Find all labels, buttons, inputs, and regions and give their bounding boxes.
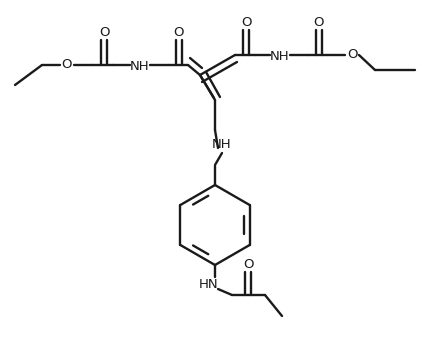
Text: O: O — [99, 25, 109, 38]
Text: O: O — [347, 49, 357, 61]
Text: NH: NH — [130, 60, 150, 74]
Text: NH: NH — [270, 51, 290, 64]
Text: O: O — [174, 25, 184, 38]
Text: NH: NH — [212, 139, 232, 151]
Text: O: O — [243, 258, 253, 270]
Text: O: O — [314, 15, 324, 29]
Text: O: O — [241, 15, 251, 29]
Text: HN: HN — [199, 277, 219, 290]
Text: O: O — [62, 59, 72, 72]
